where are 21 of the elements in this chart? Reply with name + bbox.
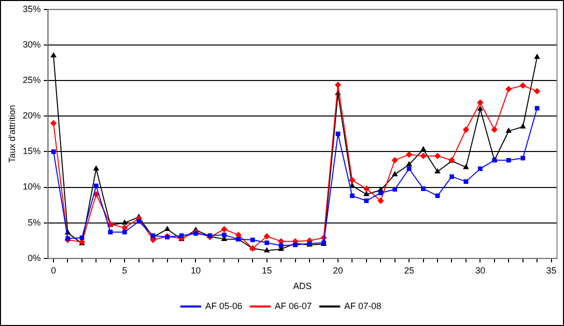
y-tick-label: 10%	[22, 182, 41, 192]
x-tick-label: 20	[332, 265, 343, 276]
legend-label: AF 05-06	[205, 300, 242, 311]
x-tick-label: 35	[546, 265, 556, 276]
x-axis-title: ADS	[293, 281, 312, 292]
y-tick-label: 25%	[22, 75, 41, 86]
x-tick-label: 30	[475, 265, 486, 276]
x-tick-label: 15	[262, 265, 272, 276]
y-tick-label: 30%	[22, 39, 41, 50]
y-tick-label: 15%	[22, 146, 41, 156]
y-tick-label: 0%	[28, 252, 41, 263]
legend-label: AF 07-08	[344, 300, 382, 311]
x-tick-label: 0	[50, 265, 56, 276]
x-tick-label: 5	[122, 265, 128, 276]
x-tick-label: 10	[190, 265, 201, 276]
y-tick-label: 20%	[22, 110, 41, 121]
x-tick-label: 25	[404, 265, 414, 276]
y-tick-label: 35%	[22, 4, 41, 14]
y-tick-label: 5%	[28, 217, 41, 228]
legend-label: AF 06-07	[274, 300, 312, 311]
y-axis-title: Taux d'attrition	[6, 105, 17, 163]
